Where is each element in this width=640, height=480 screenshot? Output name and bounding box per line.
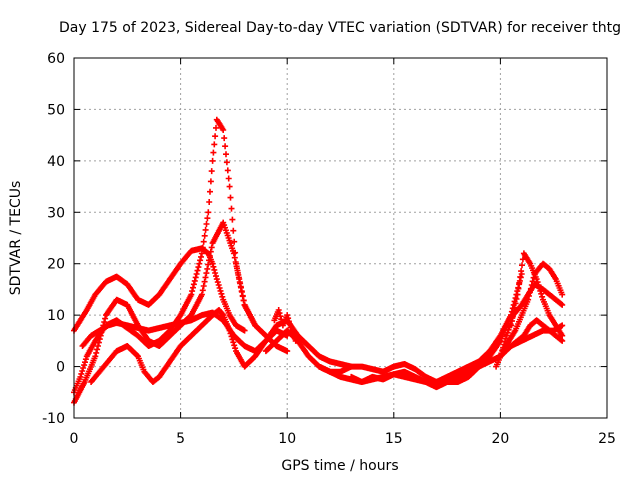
y-tick-label: 40 bbox=[47, 154, 65, 170]
x-tick-label: 0 bbox=[70, 431, 79, 447]
y-axis-label: SDTVAR / TECUs bbox=[8, 181, 24, 296]
y-tick-label: 20 bbox=[47, 257, 65, 273]
y-tick-label: 30 bbox=[47, 205, 65, 221]
x-tick-label: 10 bbox=[278, 431, 296, 447]
data-series bbox=[316, 312, 515, 385]
data-series bbox=[348, 322, 566, 391]
data-series bbox=[88, 307, 291, 385]
series-markers bbox=[88, 307, 291, 385]
series-markers bbox=[271, 307, 299, 344]
data-series bbox=[501, 317, 566, 355]
plot-frame bbox=[73, 57, 608, 419]
data-series bbox=[271, 307, 299, 344]
x-axis-label: GPS time / hours bbox=[281, 458, 398, 474]
data-series bbox=[508, 250, 566, 339]
tick-label-layer: 0 5 10 15 20 25 -10 0 10 20 30 40 50 60 bbox=[42, 51, 616, 447]
y-tick-label: 60 bbox=[47, 51, 65, 67]
x-tick-label: 5 bbox=[176, 431, 185, 447]
y-tick-label: 50 bbox=[47, 102, 65, 118]
x-tick-label: 20 bbox=[491, 431, 509, 447]
y-tick-label: 10 bbox=[47, 308, 65, 324]
series-markers bbox=[508, 250, 566, 339]
y-tick-label: 0 bbox=[56, 360, 65, 376]
marker-layer bbox=[71, 116, 566, 406]
series-markers bbox=[316, 312, 515, 385]
series-markers bbox=[348, 322, 566, 391]
y-tick-label: -10 bbox=[42, 411, 65, 427]
x-tick-label: 25 bbox=[598, 431, 616, 447]
x-tick-label: 15 bbox=[385, 431, 403, 447]
chart-title: Day 175 of 2023, Sidereal Day-to-day VTE… bbox=[59, 20, 621, 36]
series-markers bbox=[501, 317, 566, 355]
